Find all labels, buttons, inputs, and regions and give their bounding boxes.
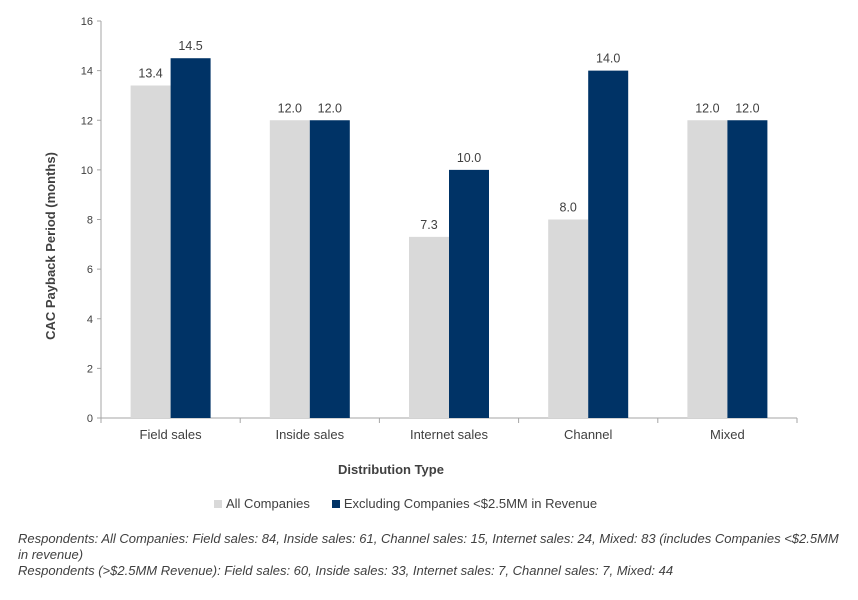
bar <box>727 120 768 418</box>
y-tick-label: 0 <box>87 413 93 425</box>
bar <box>170 58 211 418</box>
legend-label-all-companies: All Companies <box>226 496 310 511</box>
bar <box>130 85 171 418</box>
data-label: 14.0 <box>596 52 620 66</box>
bar-chart: CAC Payback Period (months) Distribution… <box>43 16 798 477</box>
data-label: 12.0 <box>318 101 342 115</box>
legend-swatch-excluding-companies <box>331 499 340 508</box>
y-tick-label: 4 <box>87 314 93 326</box>
bar <box>687 120 728 418</box>
y-tick-label: 12 <box>81 115 93 127</box>
respondent-notes: Respondents: All Companies: Field sales:… <box>18 531 848 579</box>
bar <box>309 120 350 418</box>
bar <box>269 120 310 418</box>
data-label: 12.0 <box>278 101 302 115</box>
bar <box>548 219 589 418</box>
data-label: 8.0 <box>560 201 577 215</box>
data-label: 14.5 <box>178 39 202 53</box>
y-axis-title: CAC Payback Period (months) <box>43 152 58 340</box>
x-tick-label: Inside sales <box>275 427 344 442</box>
data-label: 7.3 <box>420 218 437 232</box>
note-all-companies: Respondents: All Companies: Field sales:… <box>18 531 839 562</box>
legend: All Companies Excluding Companies <$2.5M… <box>214 496 619 511</box>
bar <box>588 70 629 418</box>
x-tick-label: Channel <box>564 427 613 442</box>
data-label: 10.0 <box>457 151 481 165</box>
x-tick-label: Mixed <box>710 427 745 442</box>
y-tick-label: 16 <box>81 16 93 28</box>
legend-item-excluding-companies: Excluding Companies <$2.5MM in Revenue <box>331 496 598 511</box>
data-label: 13.4 <box>138 67 162 81</box>
legend-swatch-all-companies <box>214 499 222 508</box>
y-tick-label: 2 <box>87 363 93 375</box>
bar <box>449 169 489 418</box>
x-tick-label: Field sales <box>140 427 203 442</box>
x-axis-title: Distribution Type <box>338 462 444 477</box>
y-tick-label: 8 <box>87 215 93 227</box>
data-label: 12.0 <box>735 101 759 115</box>
x-tick-label: Internet sales <box>410 427 489 442</box>
bar <box>409 236 449 418</box>
legend-label-excluding-companies: Excluding Companies <$2.5MM in Revenue <box>343 496 598 511</box>
note-over-2-5mm: Respondents (>$2.5MM Revenue): Field sal… <box>18 563 674 578</box>
legend-item-all-companies: All Companies <box>214 496 310 511</box>
y-tick-label: 14 <box>81 66 93 78</box>
y-tick-label: 10 <box>81 165 93 177</box>
y-tick-label: 6 <box>87 264 93 276</box>
data-label: 12.0 <box>695 101 719 115</box>
